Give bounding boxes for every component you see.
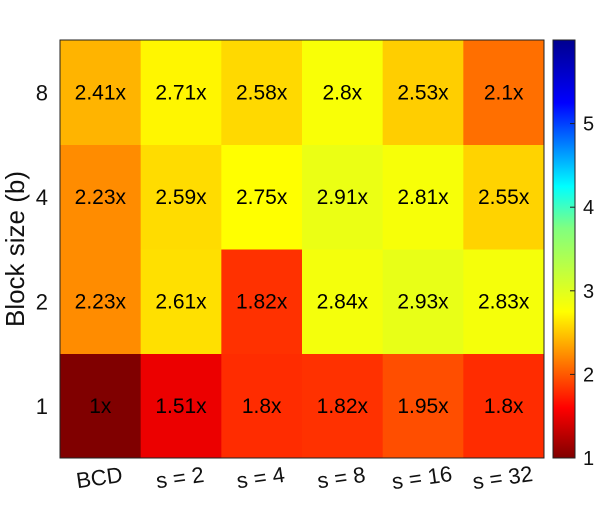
cell-value-label: 2.23x: [75, 290, 127, 313]
heatmap-cell: [463, 249, 545, 354]
x-tick-label: s = 32: [471, 461, 534, 494]
cell-value-label: 2.71x: [155, 81, 207, 104]
x-tick-label: s = 2: [154, 462, 205, 493]
heatmap-cell: [463, 144, 545, 250]
cell-value-label: 2.93x: [397, 290, 449, 313]
cell-value-label: 2.61x: [155, 290, 207, 313]
colorbar-tick-label: 5: [583, 114, 594, 136]
heatmap-cell: [221, 40, 303, 145]
cell-value-label: 2.58x: [236, 81, 288, 104]
cell-value-label: 1.95x: [397, 395, 449, 418]
y-tick-label: 8: [36, 80, 48, 105]
cell-value-label: 2.75x: [236, 186, 288, 209]
heatmap-cell: [382, 249, 464, 354]
heatmap-cell: [221, 249, 303, 354]
heatmap-cell: [382, 40, 464, 145]
heatmap-cell: [60, 40, 142, 145]
y-tick-labels: 1 2 4 8: [36, 80, 48, 419]
heatmap-cell: [382, 144, 464, 250]
cell-value-label: 2.41x: [75, 81, 127, 104]
heatmap-cell: [60, 353, 142, 459]
cell-value-label: 1x: [89, 395, 112, 418]
heatmap-cell: [221, 144, 303, 250]
cell-value-label: 2.8x: [322, 81, 362, 104]
y-tick-label: 4: [36, 185, 48, 210]
heatmap-cell: [302, 353, 384, 459]
cell-value-label: 1.82x: [236, 290, 288, 313]
cell-value-label: 2.23x: [75, 186, 127, 209]
cell-value-label: 2.53x: [397, 81, 449, 104]
heatmap-cell: [60, 249, 142, 354]
colorbar-tick-label: 3: [583, 281, 594, 303]
cell-labels: 1x 1.51x 1.8x 1.82x 1.95x 1.8x 2.23x 2.61x 1.82x…: [75, 81, 530, 418]
colorbar: [552, 39, 576, 459]
x-tick-label: BCD: [75, 462, 124, 493]
cell-value-label: 2.81x: [397, 186, 449, 209]
colorbar-ticks: 1 2 3 4 5: [570, 114, 594, 470]
cell-value-label: 2.91x: [317, 186, 369, 209]
x-tick-labels: BCD s = 2 s = 4 s = 8 s = 16 s = 32: [75, 461, 535, 494]
cell-value-label: 1.51x: [155, 395, 207, 418]
heatmap-cell: [463, 40, 545, 145]
cell-value-label: 1.8x: [484, 395, 524, 418]
heatmap-cells: [60, 40, 545, 459]
heatmap-cell: [60, 144, 142, 250]
heatmap-cell: [140, 40, 222, 145]
cell-value-label: 2.84x: [317, 290, 369, 313]
heatmap-cell: [140, 144, 222, 250]
x-tick-label: s = 16: [390, 461, 453, 494]
colorbar-tick-label: 2: [583, 364, 594, 386]
cell-value-label: 1.82x: [317, 395, 369, 418]
x-tick-label: s = 8: [316, 462, 367, 493]
y-tick-label: 1: [36, 394, 48, 419]
cell-value-label: 2.55x: [478, 186, 530, 209]
x-tick-label: s = 4: [235, 462, 286, 493]
heatmap-cell: [302, 40, 384, 145]
cell-value-label: 2.83x: [478, 290, 530, 313]
heatmap-cell: [382, 353, 464, 459]
heatmap-cell: [140, 353, 222, 459]
heatmap-cell: [463, 353, 545, 459]
y-tick-label: 2: [36, 289, 48, 314]
colorbar-tick-label: 1: [583, 448, 594, 470]
colorbar-tick-label: 4: [583, 197, 594, 219]
cell-value-label: 1.8x: [242, 395, 282, 418]
heatmap-cell: [221, 353, 303, 459]
cell-value-label: 2.59x: [155, 186, 207, 209]
cell-value-label: 2.1x: [484, 81, 524, 104]
plot-frame: [59, 39, 545, 459]
heatmap-cell: [302, 249, 384, 354]
y-axis-label: Block size (b): [0, 171, 30, 327]
heatmap-cell: [140, 249, 222, 354]
heatmap-cell: [302, 144, 384, 250]
